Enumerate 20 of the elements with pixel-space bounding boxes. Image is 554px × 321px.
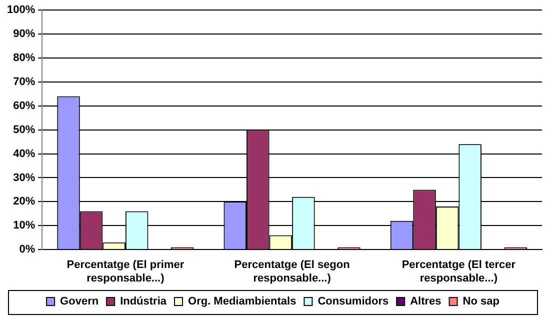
y-tick-label: 80% [13,52,36,64]
y-tick-label: 0% [19,244,36,256]
legend-label: Indústria [120,296,168,308]
y-tick-label: 70% [13,76,36,88]
y-tick-label: 100% [6,4,36,16]
y-tick-label: 60% [13,100,36,112]
x-tick-label: Percentatge (El primer responsable...) [66,259,185,284]
legend-label: Org. Mediambientals [188,296,296,308]
y-tick-label: 40% [13,148,36,160]
y-tick-label: 90% [13,28,36,40]
legend-label: Consumidors [318,296,389,308]
y-tick-label: 10% [13,220,36,232]
legend-label: Govern [60,296,99,308]
y-tick-label: 20% [13,196,36,208]
x-tick-label: Percentatge (El segon responsable...) [234,259,350,284]
legend-label: Altres [410,296,442,308]
legend-label: No sap [462,296,500,308]
y-tick-label: 30% [13,172,36,184]
y-tick-label: 50% [13,124,36,136]
x-tick-label: Percentatge (El tercer responsable...) [402,259,516,284]
